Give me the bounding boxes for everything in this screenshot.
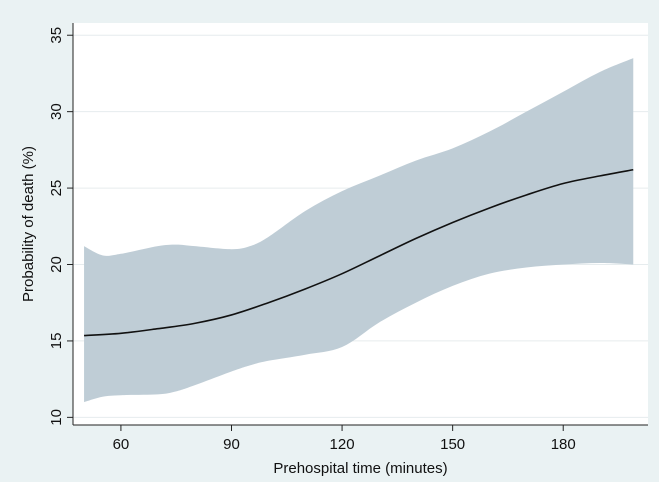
y-axis-label: Probability of death (%): [20, 146, 37, 302]
series-line: [84, 168, 634, 337]
y-tick-label: 20: [48, 256, 65, 273]
x-tick-label: 60: [113, 436, 130, 453]
x-tick-label: 90: [223, 436, 240, 453]
x-tick-label: 150: [440, 436, 465, 453]
confidence-band: [84, 58, 634, 403]
y-axis-ticks: 10 15 20 25 30 35: [48, 27, 73, 426]
x-tick-label: 120: [330, 436, 355, 453]
y-tick-label: 30: [48, 103, 65, 120]
axes: [72, 23, 648, 426]
x-axis-ticks: 60 90 120 150 180: [113, 425, 576, 453]
x-tick-label: 180: [551, 436, 576, 453]
y-tick-label: 15: [48, 333, 65, 350]
y-tick-label: 25: [48, 180, 65, 197]
x-axis-label: Prehospital time (minutes): [273, 460, 447, 477]
y-tick-label: 35: [48, 27, 65, 44]
y-tick-label: 10: [48, 409, 65, 426]
